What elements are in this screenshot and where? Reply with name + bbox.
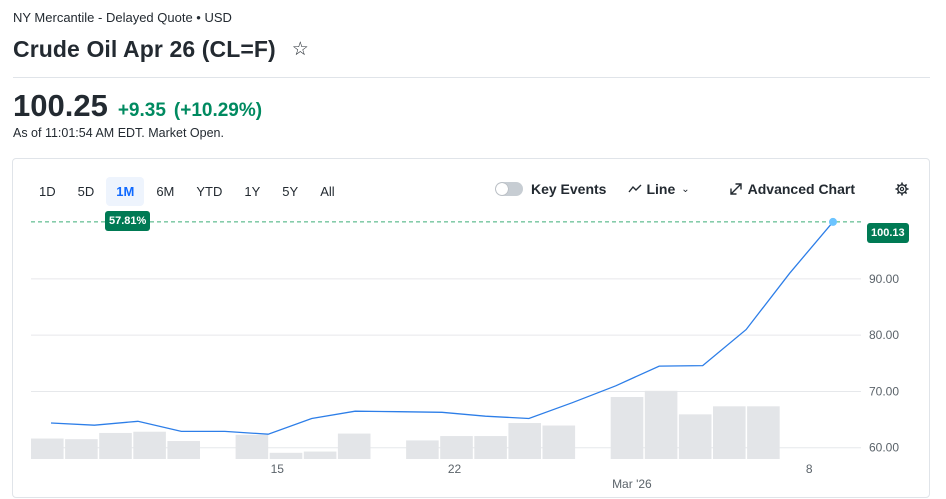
volume-bar: [65, 439, 98, 459]
last-price-point: [829, 217, 837, 226]
range-6m[interactable]: 6M: [156, 184, 175, 199]
exchange-info: NY Mercantile - Delayed Quote • USD: [13, 10, 232, 25]
title-row: Crude Oil Apr 26 (CL=F) ☆: [13, 36, 309, 63]
volume-bar: [610, 397, 644, 459]
price-row: 100.25 +9.35 (+10.29%): [13, 88, 262, 124]
chart-type-dropdown[interactable]: Line ⌄: [628, 181, 690, 197]
x-tick-label: Mar '26: [612, 477, 652, 491]
line-chart-icon: [628, 184, 642, 193]
volume-bar: [269, 452, 303, 459]
y-tick-label: 60.00: [869, 441, 899, 455]
volume-bar: [678, 414, 712, 459]
volume-bar: [644, 390, 678, 459]
as-of-timestamp: As of 11:01:54 AM EDT. Market Open.: [13, 126, 224, 140]
watchlist-star-icon[interactable]: ☆: [291, 39, 309, 60]
divider: [13, 77, 930, 78]
volume-bar: [542, 425, 576, 459]
range-selector: 1D 5D 1M 6M YTD 1Y 5Y All: [29, 177, 347, 206]
key-events-toggle[interactable]: [494, 182, 523, 196]
volume-bar: [99, 432, 132, 459]
chevron-down-icon: ⌄: [681, 183, 690, 195]
range-all[interactable]: All: [320, 184, 335, 199]
x-tick-label: 15: [271, 462, 285, 476]
range-1m[interactable]: 1M: [106, 177, 145, 206]
range-ytd[interactable]: YTD: [196, 184, 223, 199]
toggle-knob: [495, 183, 508, 195]
y-tick-label: 80.00: [869, 328, 899, 342]
advanced-chart-button[interactable]: Advanced Chart: [729, 181, 855, 197]
volume-bar: [235, 434, 269, 459]
volume-bar: [440, 436, 473, 459]
last-price-badge: 100.13: [867, 223, 909, 243]
price-chart[interactable]: 90.00 80.00 70.00 60.00 15 22 Mar '26 8: [13, 159, 931, 499]
range-1y[interactable]: 1Y: [244, 184, 261, 199]
range-1d[interactable]: 1D: [39, 184, 56, 199]
chart-type-label: Line: [646, 181, 676, 197]
volume-bar: [713, 406, 746, 459]
page-title: Crude Oil Apr 26 (CL=F): [13, 36, 276, 62]
expand-icon: [729, 183, 742, 195]
y-tick-label: 90.00: [869, 272, 899, 286]
volume-bar: [337, 433, 371, 459]
volume-bar: [31, 438, 64, 459]
advanced-chart-label: Advanced Chart: [747, 181, 855, 197]
range-5d[interactable]: 5D: [77, 184, 95, 199]
y-tick-label: 70.00: [869, 384, 899, 398]
range-change-badge: 57.81%: [105, 211, 151, 231]
volume-bar: [474, 436, 507, 459]
chart-toolbar: Key Events Line ⌄ Advanced Chart: [494, 181, 909, 197]
volume-bar: [747, 406, 780, 459]
chart-card: 1D 5D 1M 6M YTD 1Y 5Y All Key Events Lin…: [12, 158, 930, 498]
volume-bar: [167, 441, 200, 459]
range-5y[interactable]: 5Y: [282, 184, 299, 199]
x-tick-label: 8: [806, 462, 813, 476]
volume-bar: [406, 440, 439, 459]
price-change-percent: (+10.29%): [173, 100, 263, 121]
volume-bar: [303, 451, 337, 459]
settings-gear-icon[interactable]: [895, 182, 909, 196]
current-price: 100.25: [13, 88, 108, 123]
volume-bar: [133, 431, 166, 459]
key-events-label[interactable]: Key Events: [530, 181, 607, 197]
volume-bar: [508, 423, 541, 459]
x-tick-label: 22: [448, 462, 462, 476]
price-series-line: [50, 221, 834, 435]
price-change: +9.35: [117, 100, 166, 121]
